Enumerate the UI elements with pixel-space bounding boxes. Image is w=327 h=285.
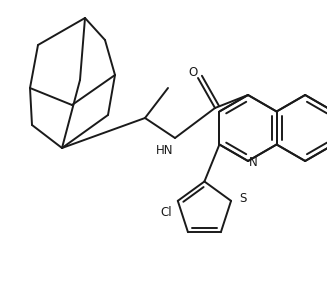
Text: O: O (188, 66, 198, 80)
Text: S: S (239, 192, 247, 205)
Text: HN: HN (156, 144, 174, 156)
Text: Cl: Cl (160, 206, 172, 219)
Text: N: N (249, 156, 257, 170)
